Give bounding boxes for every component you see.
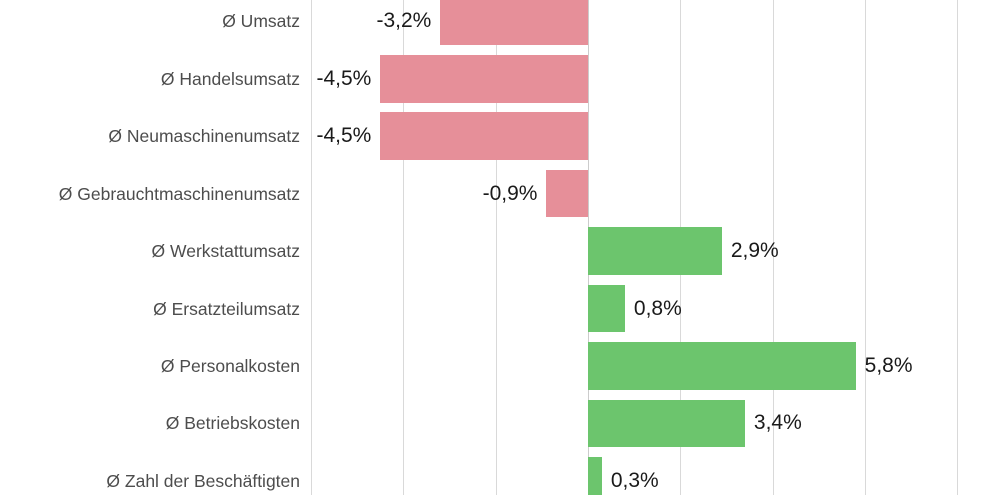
value-label: -0,9% bbox=[482, 181, 538, 205]
value-label: 0,8% bbox=[633, 296, 682, 320]
gridline bbox=[311, 0, 313, 495]
category-label: Ø Werkstattumsatz bbox=[151, 241, 300, 262]
value-label: -4,5% bbox=[316, 124, 372, 148]
gridline bbox=[772, 0, 774, 495]
value-label: 2,9% bbox=[730, 239, 779, 263]
value-label: -4,5% bbox=[316, 66, 372, 90]
bar bbox=[588, 342, 856, 390]
bar bbox=[588, 399, 745, 448]
gridline bbox=[864, 0, 866, 495]
category-label: Ø Betriebskosten bbox=[165, 413, 300, 434]
category-label: Ø Ersatzteilumsatz bbox=[153, 298, 300, 319]
gridline bbox=[403, 0, 405, 495]
bar bbox=[380, 55, 588, 103]
category-label: Ø Umsatz bbox=[222, 11, 300, 32]
bar bbox=[588, 284, 625, 333]
value-label: 3,4% bbox=[753, 411, 802, 435]
bar bbox=[588, 227, 722, 275]
category-label: Ø Zahl der Beschäftigten bbox=[106, 470, 300, 491]
value-label: 0,3% bbox=[610, 468, 659, 492]
value-label: -3,2% bbox=[376, 9, 432, 33]
category-label: Ø Gebrauchtmaschinenumsatz bbox=[58, 183, 300, 204]
value-label: 5,8% bbox=[864, 354, 913, 377]
bar bbox=[440, 0, 588, 46]
category-label: Ø Personalkosten bbox=[160, 356, 300, 376]
category-label: Ø Neumaschinenumsatz bbox=[108, 126, 300, 147]
bar bbox=[588, 457, 602, 495]
gridline bbox=[957, 0, 959, 495]
bar bbox=[380, 112, 588, 160]
bar bbox=[546, 169, 588, 218]
category-label: Ø Handelsumsatz bbox=[160, 68, 300, 89]
gridline bbox=[495, 0, 497, 495]
